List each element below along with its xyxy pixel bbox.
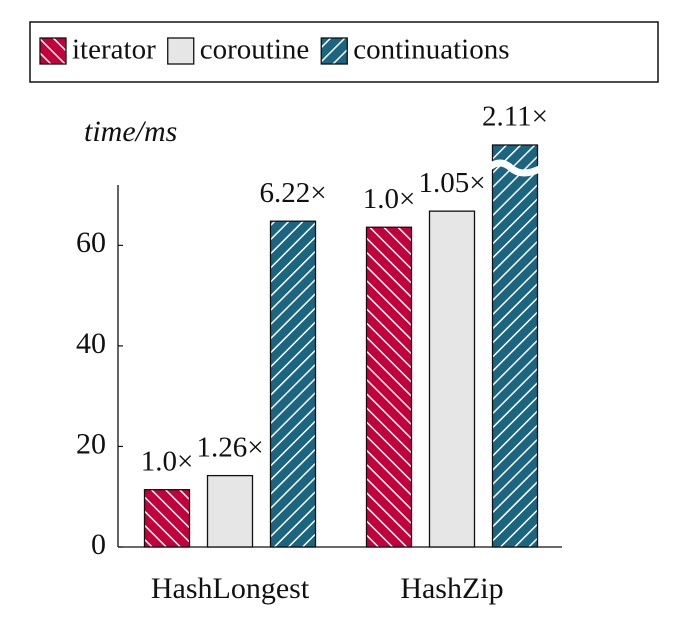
y-tick-label: 0 — [91, 528, 106, 561]
x-tick-label: HashZip — [400, 572, 503, 605]
legend-swatch — [320, 37, 348, 65]
y-tick-label: 60 — [76, 226, 106, 259]
bar — [269, 220, 317, 548]
bar — [491, 144, 539, 548]
ratio-label: 6.22× — [259, 177, 326, 209]
bar — [206, 474, 254, 548]
legend-label: iterator — [72, 34, 156, 66]
legend-swatch — [39, 37, 67, 65]
x-tick-label: HashLongest — [151, 572, 310, 605]
legend-label: continuations — [353, 34, 509, 66]
axis-break — [486, 159, 544, 177]
y-axis-label: time/ms — [84, 115, 177, 148]
y-tick-label: 40 — [76, 327, 106, 360]
bar — [365, 226, 413, 548]
bar — [428, 210, 476, 548]
ratio-label: 1.0× — [141, 445, 194, 477]
ratio-label: 2.11× — [482, 101, 548, 133]
legend-swatch — [167, 37, 195, 65]
y-tick-label: 20 — [76, 427, 106, 460]
ratio-label: 1.05× — [418, 167, 485, 199]
ratio-label: 1.0× — [363, 183, 416, 215]
ratio-label: 1.26× — [196, 431, 263, 463]
legend-label: coroutine — [200, 34, 310, 66]
bar — [143, 489, 191, 548]
